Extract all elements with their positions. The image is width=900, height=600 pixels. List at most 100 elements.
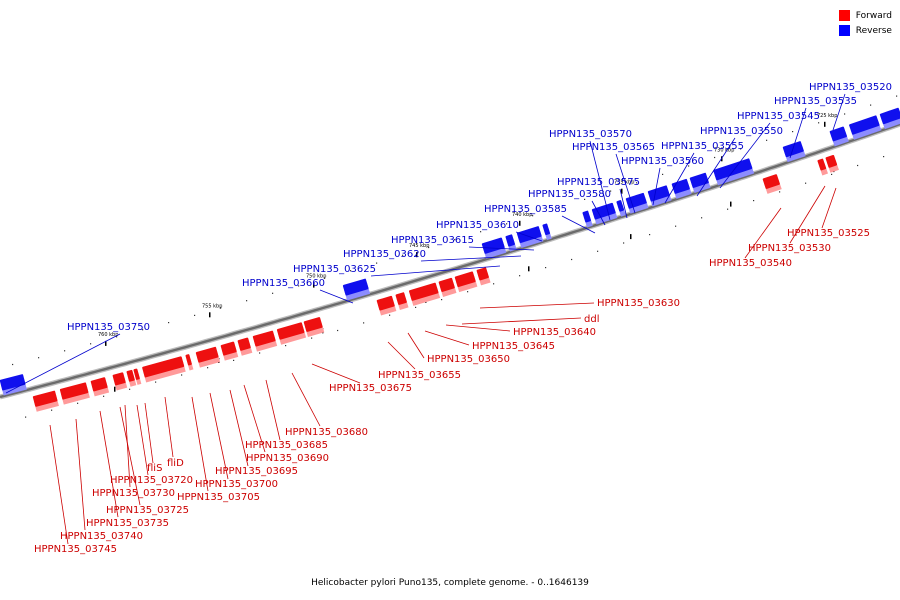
scale-dot [155,381,157,383]
leader-line [561,215,596,234]
scale-dot [207,367,209,369]
forward-swatch [838,10,850,21]
forward-gene [376,295,397,316]
scale-dot [298,285,300,287]
leader-line [744,207,782,259]
leader-line [136,404,149,476]
scale-dot [324,277,326,279]
leader-line [591,200,606,226]
scale-dot [194,314,196,316]
legend: Forward Reverse [838,8,892,38]
gene-label: HPPN135_03570 [549,129,632,140]
scale-dot [493,283,495,285]
leader-line [615,153,636,214]
forward-gene [825,154,839,173]
major-tick [824,121,826,127]
gene-label: HPPN135_03745 [34,544,117,555]
scale-dot [12,363,14,366]
major-tick [114,386,116,392]
scale-dot [584,198,586,200]
reverse-gene [616,200,626,217]
scale-dot [766,139,768,141]
gene-label: HPPN135_03555 [661,141,744,152]
gene-label: HPPN135_03540 [709,258,792,269]
leader-line [119,406,141,506]
forward-gene [126,369,137,387]
leader-line [291,372,321,427]
forward-gene [112,372,128,391]
leader-line [191,396,209,492]
leader-line [75,418,86,531]
leader-line [311,363,361,384]
scale-dot [714,156,716,159]
scale-dot [636,182,638,184]
major-tick [209,312,211,318]
reverse-gene [671,178,692,199]
scale-dot [376,262,378,264]
reverse-genes [0,107,900,396]
scale-dot [181,374,183,376]
scale-dot [701,217,703,219]
tick-label: 750 kbp [306,274,326,280]
gene-label: HPPN135_03750 [67,322,150,333]
forward-gene [133,368,142,385]
tick-label: 730 kbp [714,147,734,153]
scale-dot [467,291,469,293]
tick-label: 745 kbp [409,243,429,249]
leader-line [420,255,522,262]
reverse-gene [516,226,544,249]
genome-caption: Helicobacter pylori Puno135, complete ge… [311,578,589,588]
gene-label: HPPN135_03550 [700,126,783,137]
gene-label: HPPN135_03530 [748,243,831,254]
leader-line [49,424,69,545]
legend-forward-label: Forward [855,10,892,21]
scale-dot [168,322,170,324]
gene-label: HPPN135_03720 [110,475,193,486]
reverse-gene [689,172,711,193]
gene-label: HPPN135_03730 [92,488,175,499]
leader-line [696,137,736,197]
reverse-swatch [838,25,850,36]
leader-line [589,140,611,221]
scale-dot [116,336,118,338]
backbone-line [0,122,900,399]
gene-label: HPPN135_03520 [809,82,892,93]
major-tick [621,188,623,194]
forward-gene [817,158,829,176]
gene-label: HPPN135_03700 [195,479,278,490]
scale-dot [779,191,781,193]
gene-label: HPPN135_03705 [177,492,260,503]
leader-line [407,332,425,359]
scale-dot [623,242,625,244]
reverse-gene [542,223,552,241]
gene-label: ddl [584,314,599,325]
scale-dot [558,207,560,209]
gene-label: fliS [147,463,162,474]
forward-gene [237,337,253,356]
leader-line [461,317,582,325]
tick-label: 735 kbp [614,180,634,186]
scale-dot [233,359,235,361]
leader-line [479,302,595,309]
major-tick [630,234,632,240]
scale-dot [675,225,677,227]
legend-reverse-label: Reverse [855,25,892,36]
forward-gene [395,292,409,310]
scale-dot [649,234,651,236]
leader-line [515,231,543,242]
reverse-gene [713,158,755,186]
gene-label: HPPN135_03620 [343,249,426,260]
scale-dot [64,350,66,352]
scale-dot [571,258,573,261]
major-tick [730,201,732,207]
scale-dot [259,352,261,354]
leader-line [5,333,121,394]
scale-dot [129,388,131,390]
reverse-gene [342,278,371,301]
gene-label: HPPN135_03675 [329,383,412,394]
scale-dot [441,299,443,301]
scale-dot [896,95,898,97]
gene-label: HPPN135_03535 [774,96,857,107]
legend-reverse: Reverse [838,23,892,38]
reverse-gene [647,185,672,207]
